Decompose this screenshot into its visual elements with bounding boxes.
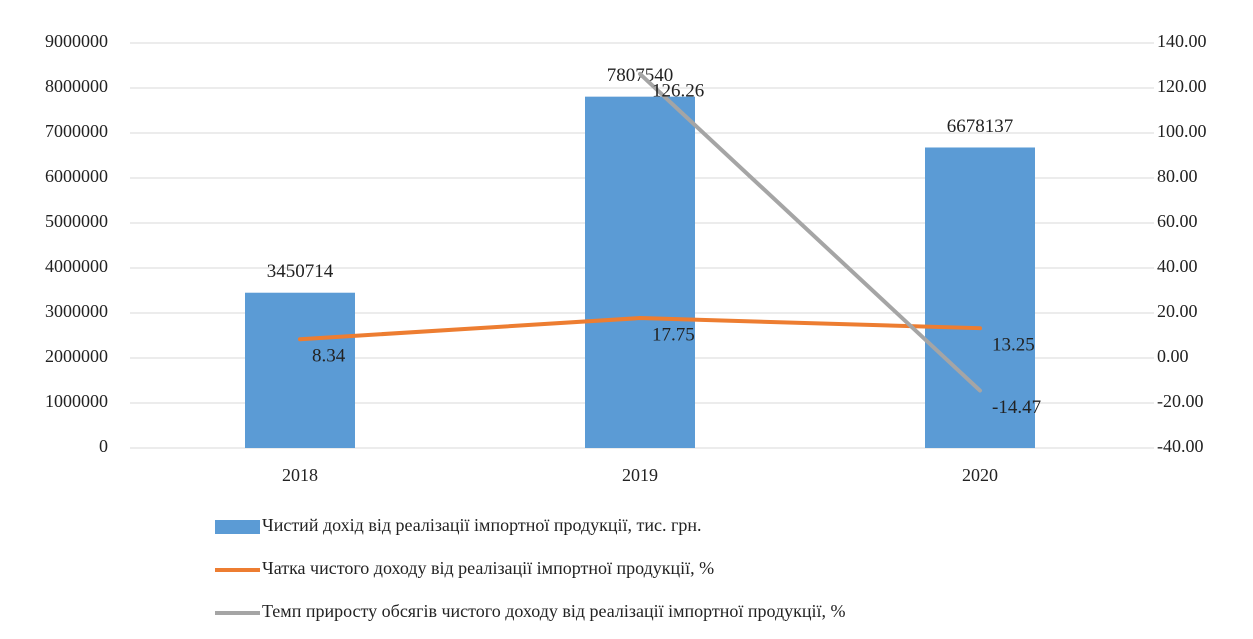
y-tick-label: 4000000 xyxy=(45,256,108,276)
data-label: 126.26 xyxy=(652,80,704,101)
y-tick-label: 8000000 xyxy=(45,76,108,96)
data-label: 17.75 xyxy=(652,324,695,345)
legend-label: Чатка чистого доходу від реалізації імпо… xyxy=(262,558,714,578)
line xyxy=(298,316,982,342)
y2-tick-label: 0.00 xyxy=(1157,346,1189,366)
x-tick-label: 2020 xyxy=(962,465,998,485)
data-label: 8.34 xyxy=(312,346,346,367)
y2-tick-label: -40.00 xyxy=(1157,436,1204,456)
legend-label: Темп приросту обсягів чистого доходу від… xyxy=(262,601,846,621)
y-tick-label: 3000000 xyxy=(45,301,108,321)
y-tick-label: 9000000 xyxy=(45,31,108,51)
data-label: -14.47 xyxy=(992,397,1041,418)
legend-label: Чистий дохід від реалізації імпортної пр… xyxy=(262,515,702,535)
y2-tick-label: 20.00 xyxy=(1157,301,1198,321)
y2-tick-label: 120.00 xyxy=(1157,76,1207,96)
y-tick-label: 1000000 xyxy=(45,391,108,411)
legend-swatch xyxy=(215,520,260,534)
x-tick-label: 2018 xyxy=(282,465,318,485)
y-tick-label: 2000000 xyxy=(45,346,108,366)
y-tick-label: 7000000 xyxy=(45,121,108,141)
y-tick-label: 0 xyxy=(99,436,108,456)
y2-tick-label: 100.00 xyxy=(1157,121,1207,141)
y2-tick-label: 40.00 xyxy=(1157,256,1198,276)
data-label: 6678137 xyxy=(947,116,1014,137)
y2-tick-label: 80.00 xyxy=(1157,166,1198,186)
y-tick-label: 5000000 xyxy=(45,211,108,231)
y2-tick-label: -20.00 xyxy=(1157,391,1204,411)
y-tick-label: 6000000 xyxy=(45,166,108,186)
data-label: 3450714 xyxy=(267,261,334,282)
bar xyxy=(925,147,1035,449)
bar xyxy=(245,292,355,448)
bar xyxy=(585,96,695,448)
x-tick-label: 2019 xyxy=(622,465,658,485)
line xyxy=(638,71,982,393)
data-label: 13.25 xyxy=(992,335,1035,356)
y2-tick-label: 60.00 xyxy=(1157,211,1198,231)
y2-tick-label: 140.00 xyxy=(1157,31,1207,51)
